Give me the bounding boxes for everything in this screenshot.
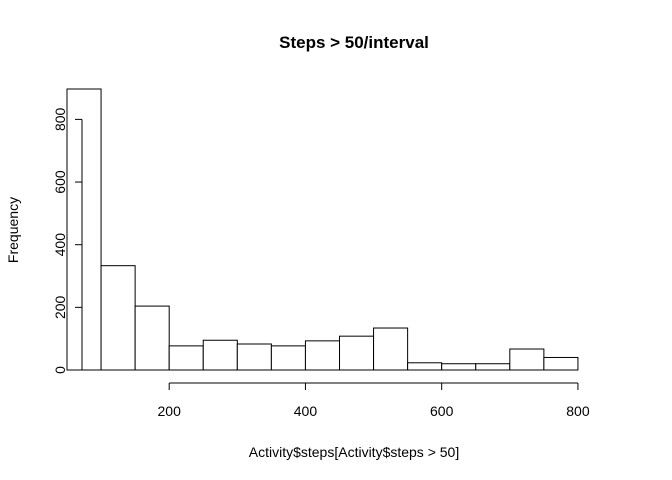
y-tick-label: 400 [52,233,68,257]
histogram-bar [270,345,306,371]
histogram-bar [339,335,375,371]
bars-group [66,88,579,371]
histogram-bar [66,88,102,371]
x-axis: 200 400 600 800 [158,382,590,419]
histogram-bar [509,348,545,371]
x-tick-label: 200 [158,403,182,419]
histogram-bar [407,362,443,371]
histogram-bar [202,339,238,371]
x-tick-label: 600 [430,403,454,419]
histogram-bar [100,265,136,371]
histogram-bar [543,356,579,371]
y-tick-label: 200 [52,295,68,319]
x-axis-label: Activity$steps[Activity$steps > 50] [249,444,459,460]
histogram-bar [304,340,340,371]
histogram-bar [134,305,170,371]
x-tick-label: 800 [566,403,590,419]
y-tick-label: 800 [52,107,68,131]
chart-title: Steps > 50/interval [279,33,429,52]
y-tick-label: 600 [52,170,68,194]
histogram-bar [236,343,272,371]
histogram-bar [475,363,511,371]
y-tick-label: 0 [52,366,68,374]
x-tick-label: 400 [294,403,318,419]
histogram-bar [441,363,477,371]
y-axis: 0 200 400 600 800 [52,107,83,374]
y-axis-label: Frequency [5,197,21,263]
histogram-bar [168,345,204,371]
histogram-bar [373,327,409,371]
